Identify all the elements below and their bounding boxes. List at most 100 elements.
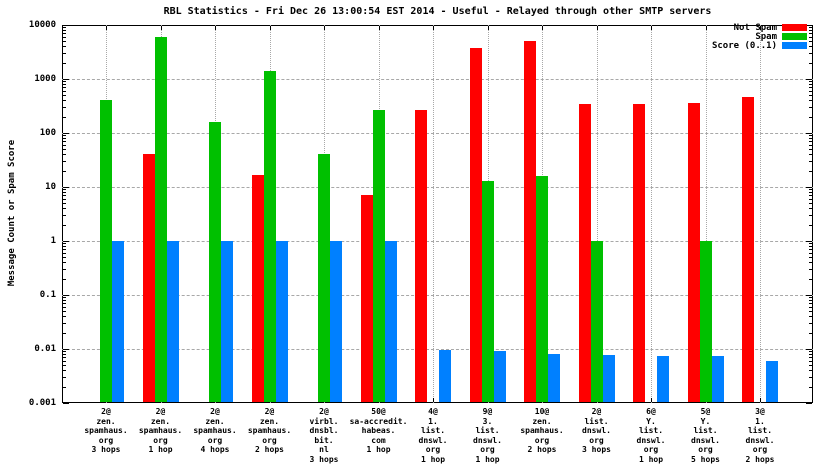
bar-not-spam bbox=[633, 103, 645, 402]
y-minor-tick bbox=[809, 316, 812, 318]
y-tick-label: 0.1 bbox=[39, 290, 56, 300]
x-tick-label-line: 2 hops bbox=[255, 445, 284, 454]
gridline-vertical bbox=[433, 25, 434, 403]
y-minor-tick bbox=[63, 257, 66, 259]
x-tick-label-line: dnswl. bbox=[636, 435, 666, 445]
y-minor-tick bbox=[63, 41, 66, 43]
y-major-tick bbox=[806, 241, 812, 242]
x-tick-label-line: list. bbox=[693, 426, 718, 435]
bar-spam bbox=[154, 36, 167, 402]
legend-swatch-not-spam bbox=[782, 24, 807, 31]
gridline-horizontal bbox=[62, 79, 813, 80]
x-tick-top bbox=[269, 26, 271, 30]
y-minor-tick bbox=[63, 208, 66, 210]
y-minor-tick bbox=[809, 141, 812, 143]
x-tick-label-line: 4 hops bbox=[200, 445, 230, 454]
x-tick-label: 2@ virbl. dnsbl. bit. nl 3 hops bbox=[289, 407, 359, 464]
y-minor-tick bbox=[809, 249, 812, 251]
y-minor-tick bbox=[809, 170, 812, 172]
y-minor-tick bbox=[809, 41, 812, 43]
x-tick-label: 6@ Y. list. dnswl. org 1 hop bbox=[616, 407, 686, 464]
x-tick-label-line: 3 hops bbox=[309, 454, 339, 464]
gridline-horizontal bbox=[62, 349, 813, 350]
x-tick-label-line: Y. bbox=[646, 416, 656, 426]
x-tick-top bbox=[433, 26, 434, 30]
y-minor-tick bbox=[809, 377, 812, 379]
y-minor-tick bbox=[809, 323, 812, 325]
y-tick-label: 0.001 bbox=[28, 398, 56, 408]
x-tick-label-line: habeas. bbox=[361, 426, 396, 435]
x-tick-top bbox=[324, 26, 325, 30]
x-tick-top bbox=[705, 26, 707, 30]
bar-not-spam bbox=[687, 102, 700, 402]
y-major-tick bbox=[63, 79, 69, 80]
y-minor-tick bbox=[63, 215, 66, 217]
x-tick-label-line: 1 hop bbox=[366, 445, 391, 454]
y-minor-tick bbox=[809, 203, 812, 205]
y-major-tick bbox=[806, 79, 812, 80]
bar-not-spam bbox=[251, 174, 264, 402]
chart-title: RBL Statistics - Fri Dec 26 13:00:54 EST… bbox=[163, 6, 712, 17]
y-minor-tick bbox=[809, 81, 812, 83]
y-minor-tick bbox=[63, 386, 66, 388]
y-major-tick bbox=[806, 25, 812, 26]
y-tick-label: 100 bbox=[39, 128, 56, 138]
bar-score-0-1 bbox=[330, 241, 342, 402]
x-tick-label-line: 1 hop bbox=[475, 454, 500, 464]
y-minor-tick bbox=[809, 354, 812, 356]
x-tick-label-line: list. bbox=[420, 426, 446, 435]
y-minor-tick bbox=[809, 246, 812, 248]
x-tick-label-line: dnswl. bbox=[473, 435, 502, 445]
x-tick-label-line: org bbox=[98, 435, 114, 445]
y-minor-tick bbox=[809, 161, 812, 163]
x-tick-label-line: org bbox=[425, 445, 441, 454]
y-minor-tick bbox=[63, 144, 66, 146]
x-tick-label: 9@ 3. list. dnswl. org 1 hop bbox=[453, 407, 523, 464]
bar-not-spam bbox=[360, 195, 373, 402]
y-minor-tick bbox=[809, 300, 812, 302]
x-tick-label: 10@ zen. spamhaus. org 2 hops bbox=[507, 407, 577, 455]
y-minor-tick bbox=[63, 297, 66, 299]
y-minor-tick bbox=[809, 278, 812, 280]
y-minor-tick bbox=[63, 311, 66, 313]
y-minor-tick bbox=[63, 300, 66, 302]
x-tick-label-line: 3@ bbox=[755, 407, 765, 416]
y-minor-tick bbox=[809, 365, 812, 367]
y-minor-tick bbox=[63, 149, 66, 151]
y-major-tick bbox=[63, 295, 69, 296]
x-tick-label-line: list. bbox=[747, 426, 773, 435]
x-tick-top bbox=[378, 26, 380, 30]
y-axis-label: Message Count or Spam Score bbox=[7, 139, 17, 287]
y-minor-tick bbox=[63, 46, 66, 48]
x-tick-bottom bbox=[433, 398, 434, 402]
bar-spam bbox=[209, 121, 221, 402]
y-tick-label: 0.01 bbox=[34, 344, 56, 354]
y-minor-tick bbox=[63, 170, 66, 172]
legend-label-not-spam: Not Spam bbox=[733, 23, 777, 33]
x-tick-label-line: org bbox=[153, 435, 168, 445]
y-minor-tick bbox=[809, 262, 812, 264]
x-tick-label-line: sa-accredit. bbox=[349, 416, 408, 426]
y-minor-tick bbox=[63, 377, 66, 379]
x-tick-label-line: 3. bbox=[482, 416, 493, 426]
x-tick-top bbox=[215, 26, 216, 30]
legend-label-score-0-1: Score (0..1) bbox=[711, 41, 777, 51]
y-minor-tick bbox=[809, 149, 812, 151]
bar-score-0-1 bbox=[112, 241, 124, 402]
y-minor-tick bbox=[63, 351, 66, 353]
y-major-tick bbox=[63, 133, 69, 134]
x-tick-label-line: spamhaus. bbox=[138, 426, 183, 435]
x-tick-label-line: dnswl. bbox=[745, 435, 775, 445]
y-minor-tick bbox=[809, 303, 812, 305]
x-tick-label-line: org bbox=[698, 445, 713, 454]
y-minor-tick bbox=[809, 360, 812, 362]
y-minor-tick bbox=[63, 224, 66, 226]
x-tick-label-line: 2@ bbox=[101, 407, 111, 416]
y-minor-tick bbox=[809, 144, 812, 146]
y-minor-tick bbox=[809, 252, 812, 254]
y-minor-tick bbox=[63, 252, 66, 254]
x-tick-label-line: 1 hop bbox=[420, 454, 446, 464]
y-minor-tick bbox=[809, 370, 812, 372]
bar-not-spam bbox=[469, 48, 482, 402]
y-minor-tick bbox=[63, 135, 66, 137]
